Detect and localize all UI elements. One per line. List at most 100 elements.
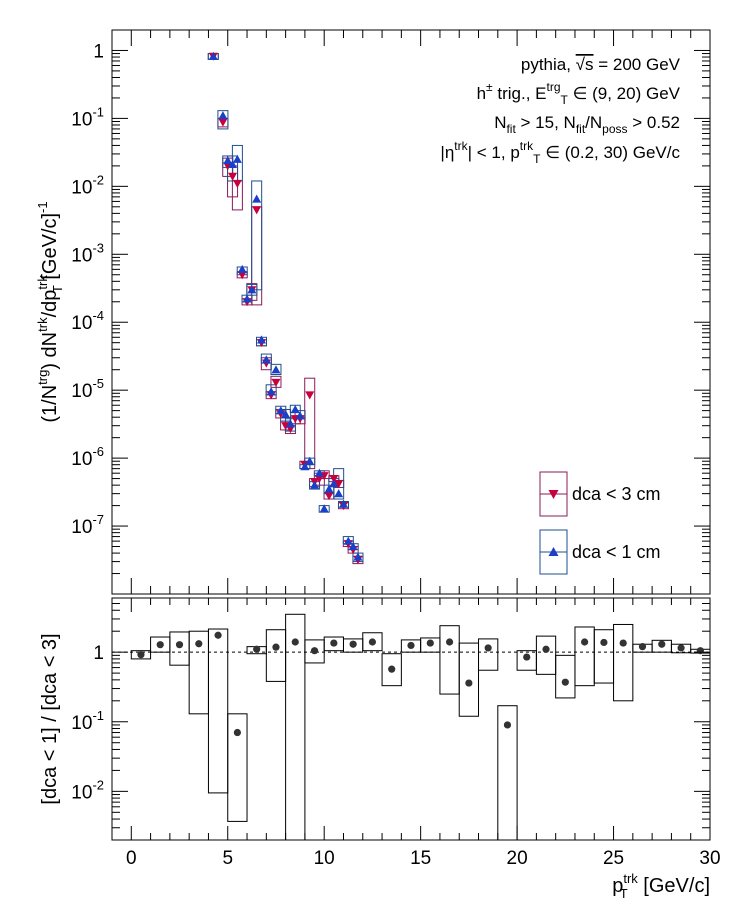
x-tick-label: 10	[314, 848, 335, 869]
data-point-dca1	[314, 468, 324, 477]
ratio-uncertainty-box	[670, 643, 692, 654]
upper-y-tick-label: 10-7	[71, 512, 104, 538]
ratio-data-point	[214, 631, 222, 639]
annotations: pythia, √s = 200 GeV h± trig., EtrgT ∈ (9…	[440, 55, 680, 166]
data-point-dca1	[266, 387, 276, 396]
ratio-data-point	[233, 728, 241, 737]
upper-y-tick-label: 10-1	[71, 104, 104, 130]
ratio-data-point	[291, 638, 299, 646]
lower-x-axis-ticks: 0 5 10 15 20 25 30	[111, 598, 721, 869]
data-point-dca1	[247, 285, 257, 294]
upper-y-tick-label: 10-5	[71, 376, 104, 402]
ratio-uncertainty-box	[207, 628, 229, 794]
upper-y-tick-label: 10-4	[71, 308, 104, 334]
data-point-dca3	[252, 206, 262, 215]
x-tick-label: 25	[603, 848, 624, 869]
data-point-dca1	[261, 355, 271, 364]
data-point-dca1	[228, 159, 238, 169]
ratio-data-point	[426, 639, 434, 647]
lower-markers	[137, 631, 704, 737]
x-tick-label: 0	[126, 848, 137, 869]
data-point-dca1	[242, 294, 252, 303]
ratio-data-point	[638, 643, 647, 651]
lower-panel: 1 10-1 10-2 0 5 10 15 20 25 30 [dca < 1] / [dca …	[39, 597, 721, 901]
data-point-dca3	[324, 492, 334, 501]
ratio-data-point	[561, 678, 569, 686]
x-tick-label: 30	[699, 848, 720, 869]
upper-y-axis-label: (1/Ntrg) dNtrk/dptrkT [GeV/c]-1	[35, 201, 65, 422]
ratio-uncertainty-box	[362, 632, 383, 652]
data-point-dca1	[310, 480, 320, 489]
data-point-dca1	[319, 504, 329, 513]
ratio-data-point	[445, 638, 454, 646]
data-point-dca1	[281, 409, 291, 418]
data-point-dca1	[353, 552, 363, 561]
lower-y-axis-label: [dca < 1] / [dca < 3]	[39, 633, 61, 804]
data-point-dca1	[276, 406, 286, 415]
data-point-dca3	[218, 118, 228, 127]
data-point-dca1	[271, 365, 281, 374]
ratio-data-point	[503, 721, 512, 729]
data-point-dca1	[218, 111, 228, 120]
ratio-data-point	[600, 638, 608, 647]
upper-y-axis-ticks: 1 10-1 10-2 10-3 10-4 10-5 10-6 10-7	[71, 29, 710, 595]
legend-marker	[548, 547, 559, 556]
ratio-data-point	[253, 645, 261, 653]
ratio-uncertainty-box	[613, 623, 634, 702]
lower-y-tick-label: 10-2	[71, 777, 104, 803]
data-point-dca1	[305, 456, 315, 465]
uncertainty-box-dca1	[270, 363, 282, 376]
x-tick-label: 15	[410, 848, 431, 869]
data-point-dca1	[232, 154, 242, 163]
ratio-data-point	[542, 645, 550, 653]
upper-y-tick-label: 10-2	[71, 172, 104, 198]
ratio-data-point	[175, 641, 184, 649]
data-point-dca1	[334, 489, 344, 498]
data-point-dca3	[228, 172, 238, 181]
lower-y-axis-ticks: 1 10-1 10-2	[71, 597, 710, 841]
ratio-uncertainty-box	[478, 638, 499, 671]
data-point-dca1	[285, 419, 295, 428]
upper-markers	[208, 51, 363, 565]
upper-plot-frame	[111, 29, 711, 595]
data-point-dca1	[324, 484, 334, 493]
data-point-dca3	[314, 474, 324, 484]
upper-y-tick-label: 1	[93, 41, 104, 62]
ratio-uncertainty-box	[130, 650, 152, 660]
data-point-dca3	[334, 480, 344, 489]
ratio-uncertainty-box	[381, 653, 402, 687]
legend-entry-dca1: dca < 1 cm	[539, 529, 661, 575]
upper-panel: 1 10-1 10-2 10-3 10-4 10-5 10-6 10-7 pythia, √s…	[35, 29, 711, 595]
upper-x-axis-ticks	[111, 30, 711, 594]
data-point-dca1	[338, 499, 348, 508]
legend-entry-dca3: dca < 3 cm	[539, 471, 661, 517]
data-point-dca1	[290, 404, 300, 414]
uncertainty-box-dca1	[217, 110, 229, 130]
data-point-dca3	[232, 179, 242, 189]
data-point-dca1	[348, 542, 358, 551]
upper-y-tick-label: 10-6	[71, 444, 104, 470]
ratio-data-point	[658, 640, 666, 648]
ratio-data-point	[349, 640, 357, 648]
ratio-data-point	[368, 638, 377, 646]
legend-label: dca < 1 cm	[572, 542, 661, 562]
data-point-dca1	[295, 411, 305, 420]
ratio-uncertainty-box	[227, 713, 248, 822]
ratio-data-point	[484, 644, 492, 652]
ratio-data-point	[272, 643, 280, 651]
lower-y-tick-label: 1	[93, 643, 104, 664]
data-point-dca1	[257, 335, 266, 344]
legend: dca < 3 cm dca < 1 cm	[539, 471, 661, 575]
ratio-data-point	[156, 641, 164, 649]
ratio-data-point	[330, 639, 338, 647]
annotation-line-4: |ηtrk| < 1, ptrkT ∈ (0.2, 30) GeV/c	[440, 139, 680, 166]
upper-y-tick-label: 10-3	[71, 240, 104, 266]
ratio-data-point	[388, 665, 396, 673]
data-point-dca1	[300, 462, 310, 471]
data-point-dca1	[343, 536, 353, 545]
ratio-data-point	[407, 641, 415, 650]
ratio-data-point	[137, 651, 145, 659]
data-point-dca1	[252, 194, 262, 203]
